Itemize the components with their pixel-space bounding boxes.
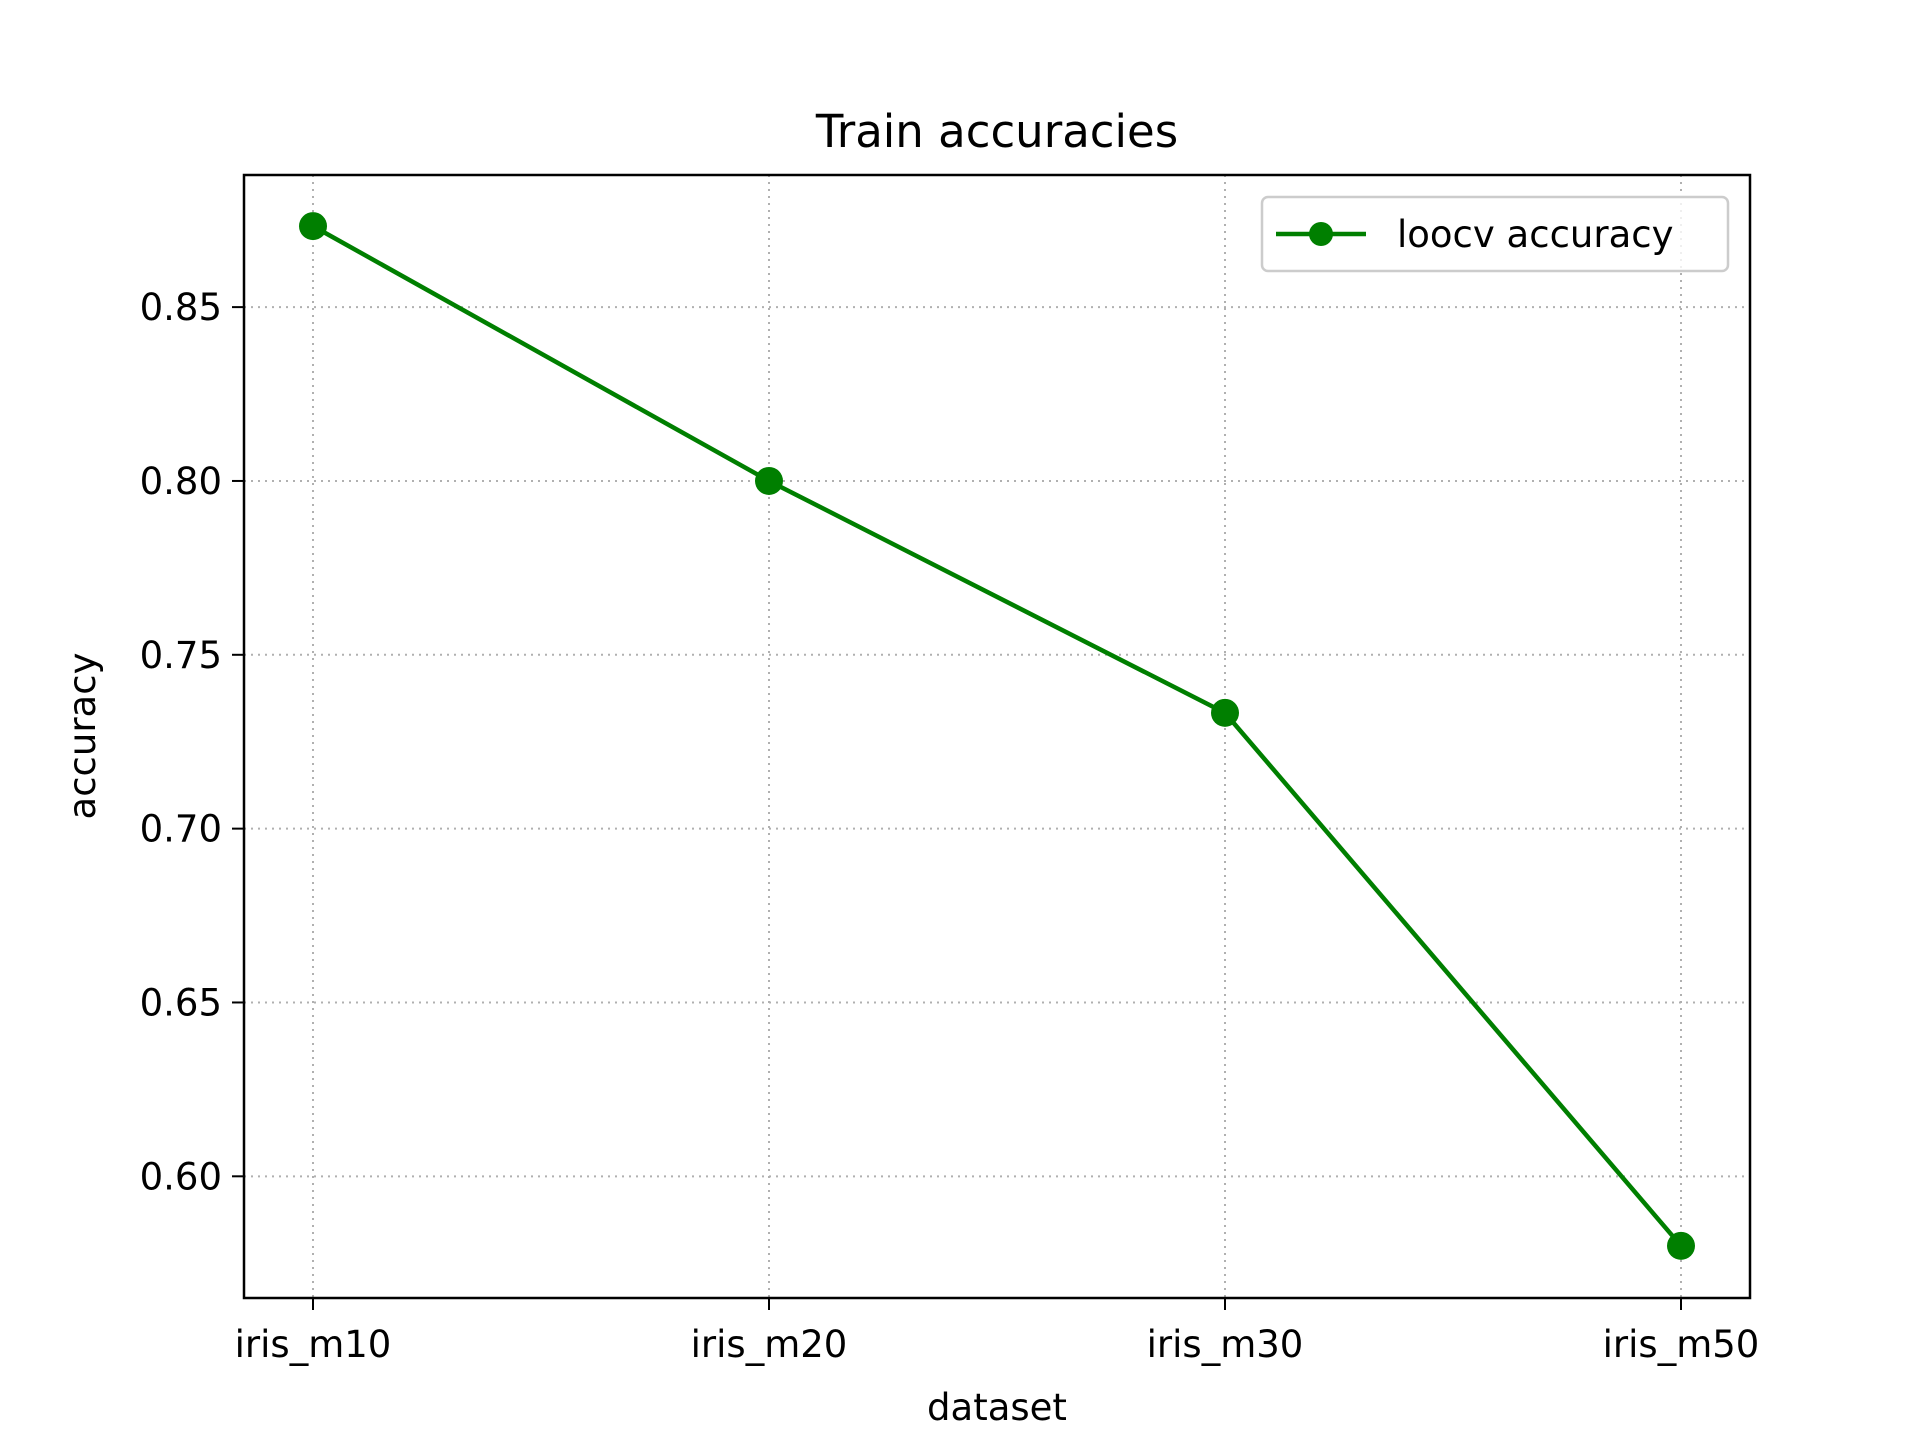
x-tick-label: iris_m10 <box>235 1323 392 1366</box>
y-tick-label: 0.70 <box>140 808 222 851</box>
y-tick-label: 0.60 <box>140 1155 222 1198</box>
y-axis-label: accuracy <box>61 653 104 820</box>
data-point <box>1211 698 1239 727</box>
series-layer <box>299 212 1695 1260</box>
y-tick-label: 0.85 <box>140 286 222 329</box>
plot-area-frame <box>242 173 1752 1300</box>
y-axis-ticks: 0.60 0.65 0.70 0.75 0.80 0.85 <box>140 286 244 1198</box>
x-axis-ticks: iris_m10 iris_m20 iris_m30 iris_m50 <box>235 1298 1760 1366</box>
x-tick-label: iris_m20 <box>691 1323 848 1366</box>
data-point <box>299 212 327 241</box>
y-tick-label: 0.65 <box>140 981 222 1024</box>
y-tick-label: 0.75 <box>140 634 222 677</box>
x-tick-label: iris_m30 <box>1147 1323 1304 1366</box>
x-axis-label: dataset <box>927 1386 1067 1429</box>
data-point <box>755 466 783 495</box>
chart-title: Train accuracies <box>815 105 1178 158</box>
legend-label-loocv-accuracy: loocv accuracy <box>1397 213 1674 256</box>
data-point <box>1667 1231 1695 1260</box>
grid-lines <box>244 175 1750 1298</box>
series-line-loocv-accuracy <box>311 224 1683 1248</box>
legend-box <box>1260 195 1730 273</box>
legend: loocv accuracy <box>1260 195 1730 273</box>
y-tick-label: 0.80 <box>140 460 222 503</box>
legend-marker <box>1309 222 1333 246</box>
x-tick-label: iris_m50 <box>1603 1323 1760 1366</box>
